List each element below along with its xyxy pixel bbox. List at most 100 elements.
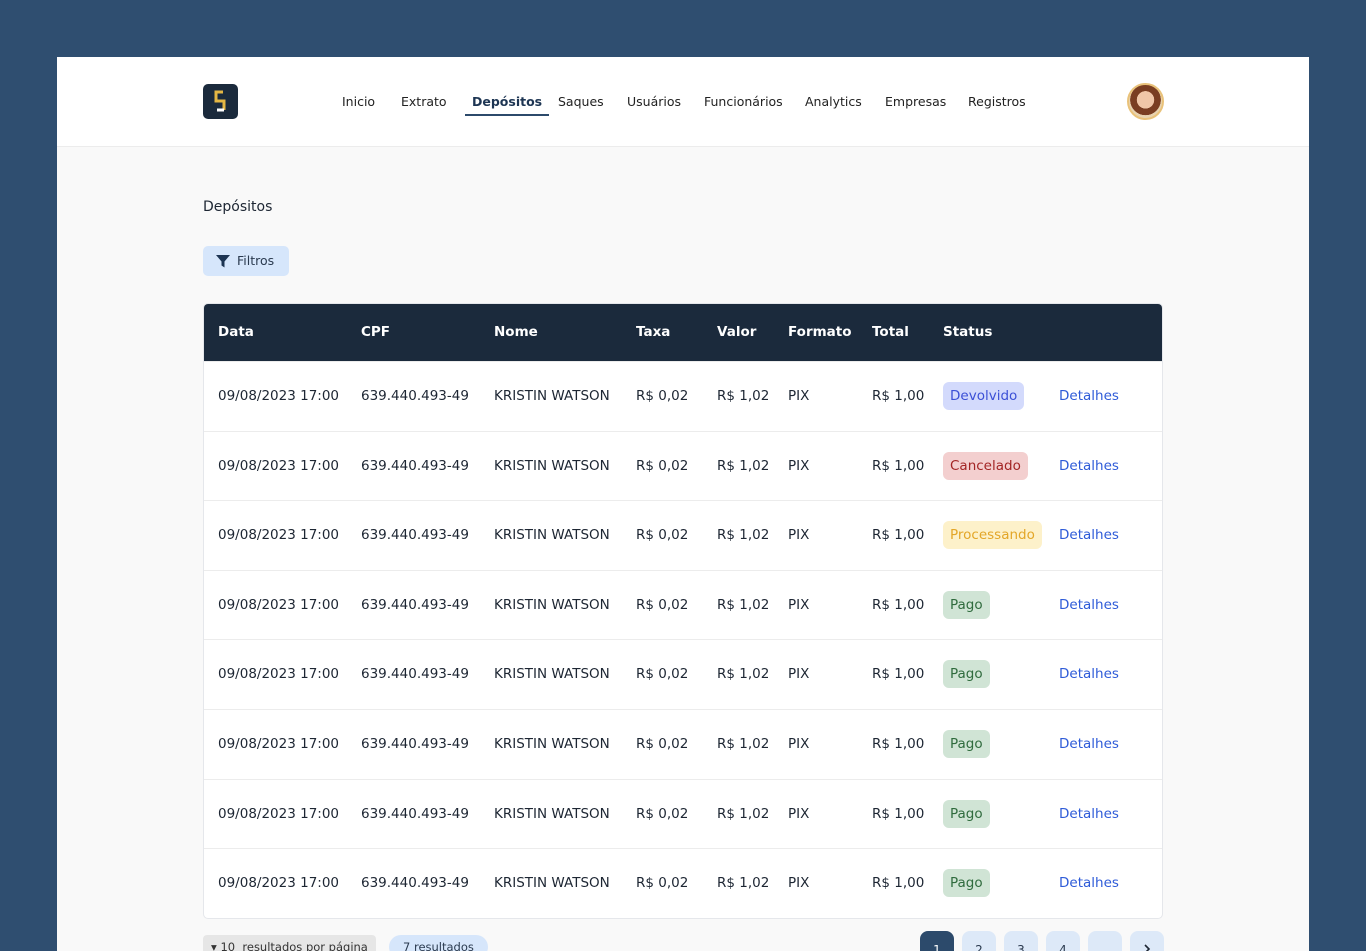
cell: R$ 0,02 <box>636 666 689 683</box>
cell: 639.440.493-49 <box>361 735 469 752</box>
column-header: Formato <box>788 324 852 340</box>
logo[interactable] <box>203 84 238 119</box>
cell: R$ 1,02 <box>717 596 770 613</box>
cell: 639.440.493-49 <box>361 457 469 474</box>
page-button[interactable]: 2 <box>962 931 996 951</box>
cell: R$ 0,02 <box>636 805 689 822</box>
cell: KRISTIN WATSON <box>494 875 610 892</box>
details-link[interactable]: Detalhes <box>1059 457 1119 474</box>
status-badge: Pago <box>943 869 990 898</box>
filter-button[interactable]: Filtros <box>203 246 289 276</box>
cell: PIX <box>788 596 810 613</box>
table-row: 09/08/2023 17:00 639.440.493-49 KRISTIN WA… <box>204 430 1162 501</box>
cell: R$ 1,02 <box>717 875 770 892</box>
page-title: Depósitos <box>203 199 273 215</box>
status-badge: Pago <box>943 799 990 828</box>
app-window: Inicio Extrato Depósitos Saques Usuários Func… <box>57 57 1309 951</box>
cell: R$ 1,02 <box>717 457 770 474</box>
cell: R$ 1,02 <box>717 666 770 683</box>
cell: 09/08/2023 17:00 <box>218 596 340 613</box>
status-badge: Devolvido <box>943 382 1025 410</box>
cell: PIX <box>788 666 810 683</box>
details-link[interactable]: Detalhes <box>1059 666 1119 683</box>
table-row: 09/08/2023 17:00 639.440.493-49 KRISTIN WA… <box>204 708 1162 779</box>
details-link[interactable]: Detalhes <box>1059 735 1119 752</box>
cell: PIX <box>788 388 810 404</box>
status-badge: Processando <box>943 521 1042 550</box>
cell: 639.440.493-49 <box>361 527 469 544</box>
table: Data CPF Nome Taxa Valor Formato Total Status 09… <box>203 303 1163 919</box>
filter-label: Filtros <box>237 253 275 268</box>
cell: R$ 1,00 <box>872 527 925 544</box>
chevron <box>1144 944 1151 951</box>
cell: PIX <box>788 735 810 752</box>
cell: R$ 1,00 <box>872 457 925 474</box>
cell: KRISTIN WATSON <box>494 388 610 404</box>
cell: 09/08/2023 17:00 <box>218 735 340 752</box>
per-page-label: resultados por página <box>242 940 368 951</box>
cell: R$ 1,00 <box>872 666 925 683</box>
header: Inicio Extrato Depósitos Saques Usuários Func… <box>57 57 1309 147</box>
table-row: 09/08/2023 17:00 639.440.493-49 KRISTIN WA… <box>204 361 1162 431</box>
cell: 09/08/2023 17:00 <box>218 388 340 404</box>
table-row: 09/08/2023 17:00 639.440.493-49 KRISTIN WA… <box>204 569 1162 640</box>
page-button[interactable]: 1 <box>920 931 954 951</box>
cell: 639.440.493-49 <box>361 666 469 683</box>
per-page-value: 10 <box>220 940 236 951</box>
cell: R$ 0,02 <box>636 735 689 752</box>
page-button[interactable]: 4 <box>1046 931 1080 951</box>
nav-link[interactable]: Depósitos <box>465 94 550 116</box>
column-header: Taxa <box>636 324 671 340</box>
column-header: Valor <box>717 324 757 340</box>
cell: R$ 0,02 <box>636 457 689 474</box>
results-count: 7 resultados <box>389 935 488 951</box>
status-badge: Pago <box>943 729 990 758</box>
nav-link[interactable]: Usuários <box>627 94 682 109</box>
column-header: CPF <box>361 324 391 340</box>
cell: KRISTIN WATSON <box>494 805 610 822</box>
page-button[interactable]: 3 <box>1004 931 1038 951</box>
column-header: Nome <box>494 324 538 340</box>
cell: R$ 1,00 <box>872 875 925 892</box>
cell: 09/08/2023 17:00 <box>218 805 340 822</box>
page-button-blank[interactable] <box>1088 931 1122 951</box>
cell: KRISTIN WATSON <box>494 527 610 544</box>
cell: R$ 0,02 <box>636 388 689 404</box>
cell: PIX <box>788 875 810 892</box>
next-button[interactable] <box>1130 931 1164 951</box>
cell: KRISTIN WATSON <box>494 596 610 613</box>
per-page-select[interactable]: ▾ 10 resultados por página <box>203 935 376 951</box>
status-badge: Pago <box>943 660 990 689</box>
details-link[interactable]: Detalhes <box>1059 388 1119 404</box>
cell: R$ 0,02 <box>636 527 689 544</box>
cell: 09/08/2023 17:00 <box>218 457 340 474</box>
table-row: 09/08/2023 17:00 639.440.493-49 KRISTIN WA… <box>204 848 1162 918</box>
cell: R$ 0,02 <box>636 875 689 892</box>
nav-link[interactable]: Saques <box>558 94 604 109</box>
nav-link[interactable]: Registros <box>968 94 1026 109</box>
table-row: 09/08/2023 17:00 639.440.493-49 KRISTIN WA… <box>204 778 1162 849</box>
cell: R$ 1,00 <box>872 388 925 404</box>
column-header: Total <box>872 324 909 340</box>
details-link[interactable]: Detalhes <box>1059 805 1119 822</box>
details-link[interactable]: Detalhes <box>1059 527 1119 544</box>
details-link[interactable]: Detalhes <box>1059 596 1119 613</box>
nav-link[interactable]: Inicio <box>342 94 376 109</box>
nav-link[interactable]: Analytics <box>805 94 862 109</box>
nav-link[interactable]: Extrato <box>401 94 447 109</box>
filter-icon <box>216 255 230 268</box>
nav-link[interactable]: Empresas <box>885 94 947 109</box>
nav-link[interactable]: Funcionários <box>704 94 783 109</box>
details-link[interactable]: Detalhes <box>1059 875 1119 892</box>
avatar[interactable] <box>1127 83 1164 120</box>
cell: 639.440.493-49 <box>361 805 469 822</box>
cell: R$ 1,02 <box>717 805 770 822</box>
cell: R$ 1,00 <box>872 596 925 613</box>
cell: 09/08/2023 17:00 <box>218 666 340 683</box>
cell: 639.440.493-49 <box>361 388 469 404</box>
cell: R$ 1,00 <box>872 805 925 822</box>
table-header: Data CPF Nome Taxa Valor Formato Total Status <box>204 304 1162 361</box>
cell: 09/08/2023 17:00 <box>218 875 340 892</box>
cell: R$ 1,02 <box>717 388 770 404</box>
